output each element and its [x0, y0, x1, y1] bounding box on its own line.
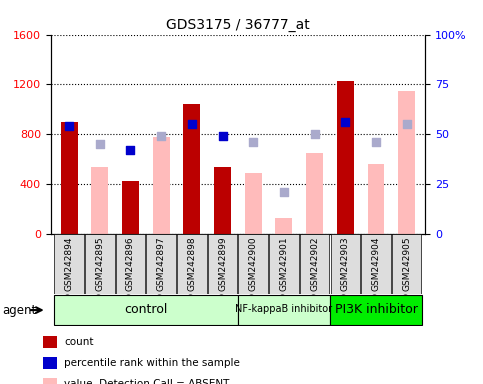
Bar: [61, 122, 78, 234]
Point: [311, 131, 318, 137]
Point: [280, 189, 288, 195]
Point: [372, 139, 380, 146]
FancyBboxPatch shape: [146, 234, 176, 294]
Bar: [245, 173, 262, 234]
Text: GSM242897: GSM242897: [156, 236, 166, 291]
FancyBboxPatch shape: [300, 234, 329, 294]
FancyBboxPatch shape: [208, 234, 237, 294]
FancyBboxPatch shape: [330, 234, 360, 294]
Text: percentile rank within the sample: percentile rank within the sample: [64, 358, 240, 368]
Text: GSM242901: GSM242901: [279, 236, 288, 291]
FancyBboxPatch shape: [177, 234, 207, 294]
Text: GSM242900: GSM242900: [249, 236, 258, 291]
Text: GSM242895: GSM242895: [95, 236, 104, 291]
Text: NF-kappaB inhibitor: NF-kappaB inhibitor: [235, 305, 332, 314]
Bar: [214, 167, 231, 234]
FancyBboxPatch shape: [238, 295, 330, 325]
FancyBboxPatch shape: [269, 234, 298, 294]
FancyBboxPatch shape: [330, 295, 422, 325]
Point: [219, 133, 227, 139]
Point: [403, 121, 411, 127]
FancyBboxPatch shape: [239, 234, 268, 294]
Text: GSM242902: GSM242902: [310, 236, 319, 291]
Text: agent: agent: [2, 304, 37, 317]
Text: value, Detection Call = ABSENT: value, Detection Call = ABSENT: [64, 379, 229, 384]
Bar: [184, 104, 200, 234]
Text: GSM242894: GSM242894: [65, 236, 73, 291]
FancyBboxPatch shape: [361, 234, 391, 294]
Bar: [306, 153, 323, 234]
FancyBboxPatch shape: [85, 234, 114, 294]
Bar: [91, 167, 108, 234]
Text: GSM242896: GSM242896: [126, 236, 135, 291]
Bar: [398, 91, 415, 234]
Bar: [153, 137, 170, 234]
Text: PI3K inhibitor: PI3K inhibitor: [335, 303, 417, 316]
Point: [127, 147, 134, 154]
FancyBboxPatch shape: [55, 234, 84, 294]
Text: count: count: [64, 337, 94, 347]
Text: control: control: [124, 303, 168, 316]
Title: GDS3175 / 36777_at: GDS3175 / 36777_at: [166, 18, 310, 32]
Point: [65, 123, 73, 129]
Text: GSM242904: GSM242904: [371, 236, 381, 291]
Text: GSM242898: GSM242898: [187, 236, 197, 291]
FancyBboxPatch shape: [392, 234, 421, 294]
Bar: [275, 218, 292, 234]
Point: [157, 133, 165, 139]
Text: GSM242899: GSM242899: [218, 236, 227, 291]
Bar: [122, 180, 139, 234]
Text: GSM242905: GSM242905: [402, 236, 411, 291]
FancyBboxPatch shape: [116, 234, 145, 294]
FancyBboxPatch shape: [54, 295, 238, 325]
Point: [249, 139, 257, 146]
Bar: [337, 81, 354, 234]
Point: [96, 141, 104, 147]
Bar: [368, 164, 384, 234]
Point: [188, 121, 196, 127]
Point: [341, 119, 349, 126]
Text: GSM242903: GSM242903: [341, 236, 350, 291]
